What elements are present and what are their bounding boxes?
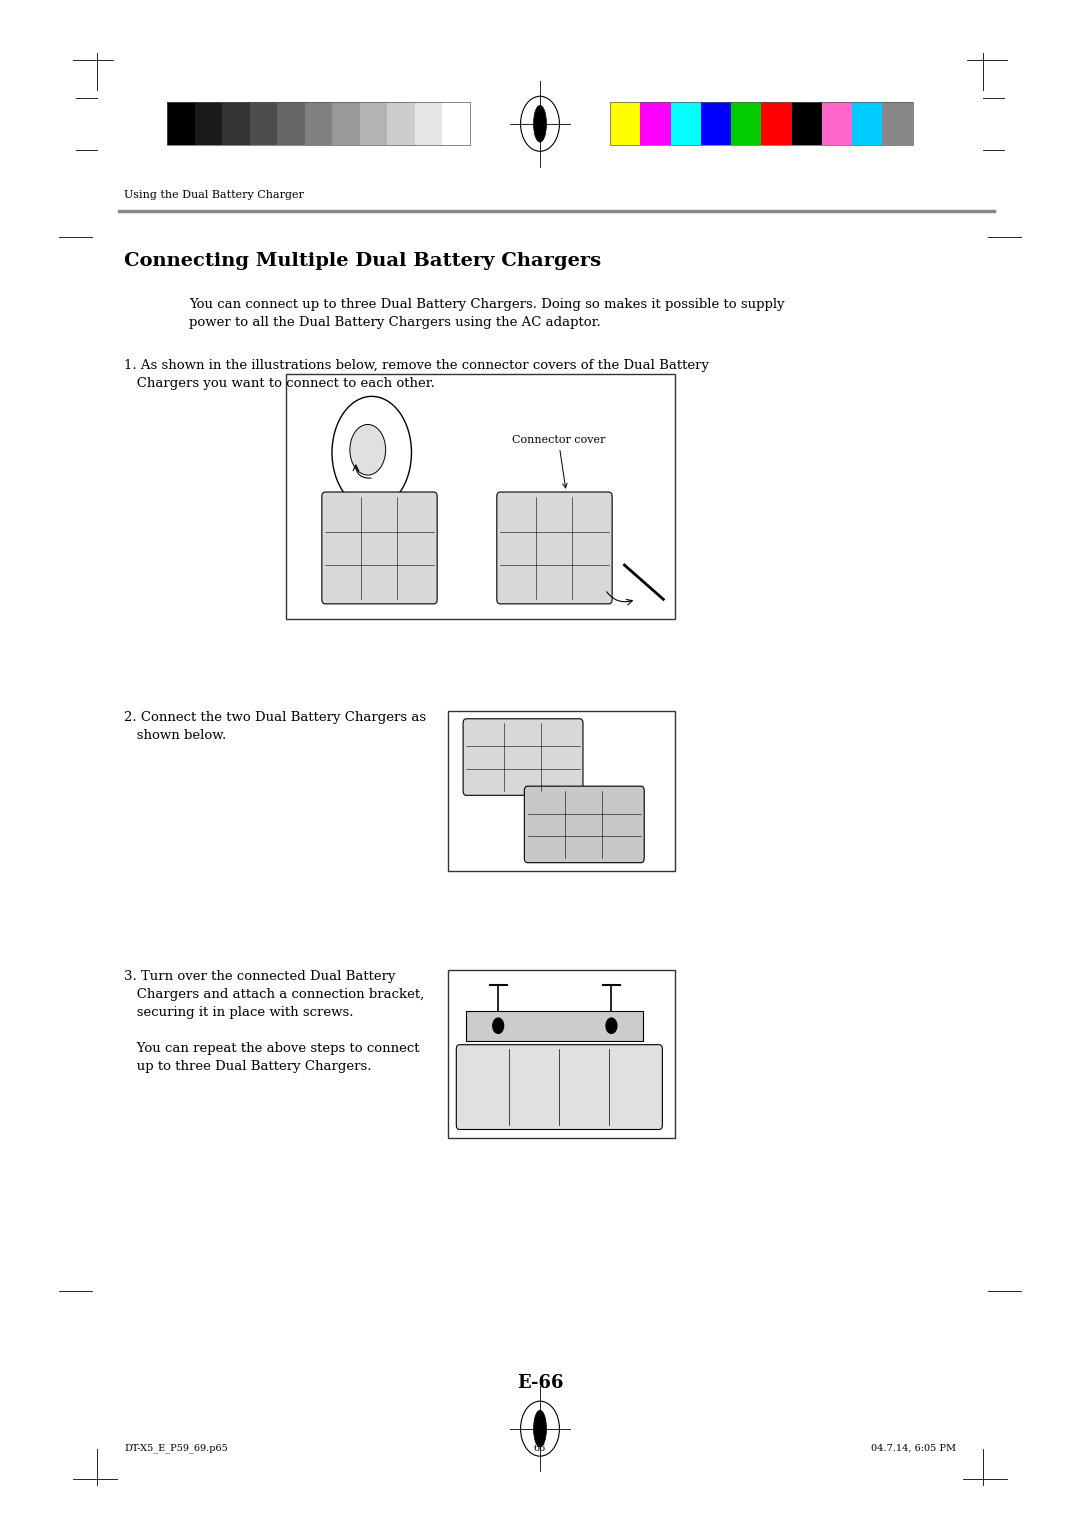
FancyBboxPatch shape <box>322 492 437 604</box>
Bar <box>467 1010 644 1041</box>
Text: 2. Connect the two Dual Battery Chargers as
   shown below.: 2. Connect the two Dual Battery Chargers… <box>124 711 427 741</box>
Text: Connecting Multiple Dual Battery Chargers: Connecting Multiple Dual Battery Charger… <box>124 252 602 270</box>
Bar <box>443 102 470 145</box>
Bar <box>701 102 731 145</box>
Bar <box>415 102 443 145</box>
Bar <box>640 102 671 145</box>
Bar <box>222 102 249 145</box>
Bar <box>448 711 675 871</box>
Text: 3. Turn over the connected Dual Battery
   Chargers and attach a connection brac: 3. Turn over the connected Dual Battery … <box>124 970 424 1073</box>
Bar <box>194 102 222 145</box>
Bar <box>822 102 852 145</box>
Bar <box>731 102 761 145</box>
Bar <box>792 102 822 145</box>
Bar <box>448 970 675 1138</box>
FancyBboxPatch shape <box>497 492 612 604</box>
Bar <box>388 102 415 145</box>
Bar <box>882 102 913 145</box>
Ellipse shape <box>534 105 546 142</box>
Bar <box>249 102 278 145</box>
Text: You can connect up to three Dual Battery Chargers. Doing so makes it possible to: You can connect up to three Dual Battery… <box>189 298 785 329</box>
Bar <box>610 102 640 145</box>
Circle shape <box>350 425 386 475</box>
Bar <box>852 102 882 145</box>
Bar <box>286 374 675 619</box>
FancyBboxPatch shape <box>457 1045 662 1129</box>
FancyBboxPatch shape <box>463 718 583 795</box>
Text: 66: 66 <box>534 1444 546 1453</box>
Text: E-66: E-66 <box>516 1374 564 1392</box>
Bar <box>761 102 792 145</box>
Ellipse shape <box>534 1410 546 1447</box>
Bar <box>360 102 388 145</box>
Circle shape <box>606 1018 617 1033</box>
Bar <box>610 102 913 145</box>
Text: 1. As shown in the illustrations below, remove the connector covers of the Dual : 1. As shown in the illustrations below, … <box>124 359 710 390</box>
Bar <box>278 102 305 145</box>
FancyBboxPatch shape <box>525 785 644 863</box>
Bar <box>167 102 470 145</box>
Bar <box>305 102 333 145</box>
Text: DT-X5_E_P59_69.p65: DT-X5_E_P59_69.p65 <box>124 1444 228 1453</box>
Text: Connector cover: Connector cover <box>512 435 605 487</box>
Text: Using the Dual Battery Charger: Using the Dual Battery Charger <box>124 189 305 200</box>
Circle shape <box>492 1018 503 1033</box>
Text: 04.7.14, 6:05 PM: 04.7.14, 6:05 PM <box>870 1444 956 1453</box>
Bar <box>333 102 360 145</box>
Bar <box>167 102 194 145</box>
Bar <box>671 102 701 145</box>
